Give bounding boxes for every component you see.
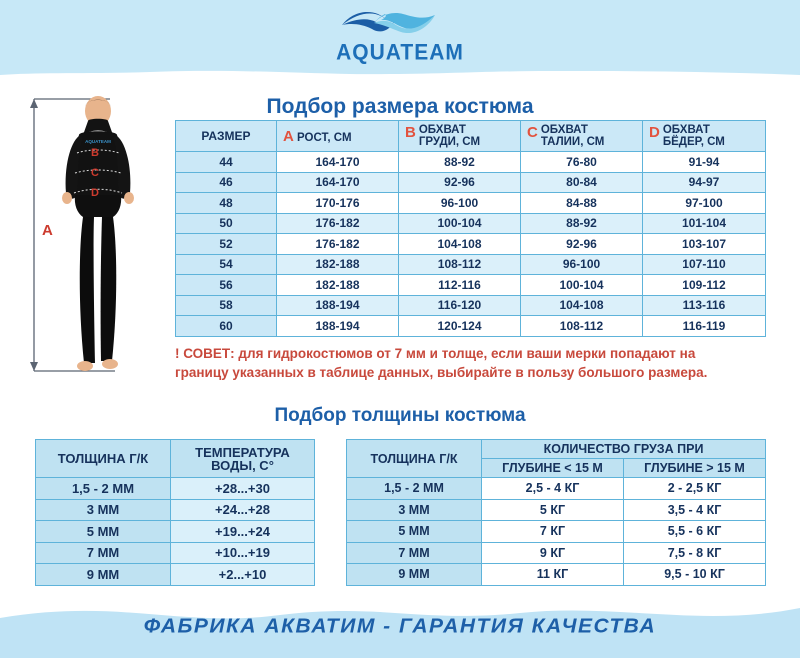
- svg-text:B: B: [91, 147, 99, 159]
- svg-text:AQUATEAM: AQUATEAM: [85, 139, 111, 144]
- svg-text:D: D: [91, 187, 99, 199]
- svg-text:A: A: [42, 222, 53, 239]
- svg-text:C: C: [91, 167, 99, 179]
